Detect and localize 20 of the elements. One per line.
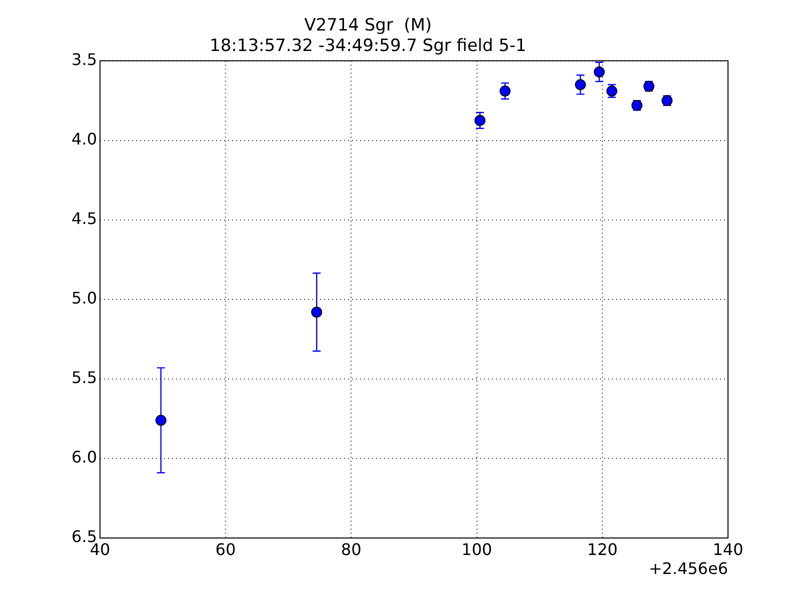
x-tick-label: 100 [462,540,492,559]
y-tick-label: 3.5 [72,50,97,69]
y-tick-label: 4.0 [72,129,97,148]
y-tick-label: 6.0 [72,448,97,467]
x-tick-label: 120 [587,540,618,559]
x-tick-label: 80 [341,540,362,559]
point [500,86,510,96]
y-tick-label: 5.0 [72,288,97,308]
point [311,306,322,318]
point [474,115,486,126]
point [156,414,166,426]
point [594,66,605,78]
point [575,79,586,90]
chart-subtitle: 18:13:57.32 -34:49:59.7 Sgr field 5-1 [210,36,526,56]
chart-title: V2714 Sgr (M) [304,16,432,36]
y-tick-label: 4.5 [72,209,97,228]
y-tick-label: 5.5 [72,368,97,388]
text: +2.456e6 [648,559,728,578]
x-tick-label: 60 [215,540,236,559]
x-tick-label: 140 [712,540,744,559]
